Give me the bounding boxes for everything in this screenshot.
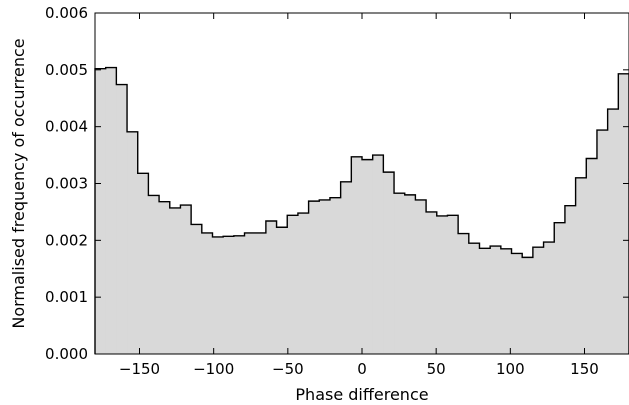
histogram-bar [329, 197, 342, 354]
histogram-bar [532, 247, 545, 354]
histogram-bar [95, 68, 107, 355]
x-axis-label: Phase difference [295, 385, 428, 404]
histogram-bar [394, 193, 406, 354]
histogram-bar [372, 155, 384, 354]
histogram-bar [201, 232, 214, 354]
histogram-bar [351, 156, 363, 354]
histogram-bar [340, 181, 352, 354]
x-tick-label: 50 [427, 360, 446, 378]
histogram-bar [618, 73, 629, 354]
histogram-bar [287, 215, 299, 354]
y-tick-label: 0.006 [45, 4, 88, 22]
histogram-bar [500, 248, 513, 354]
y-tick-label: 0.002 [45, 231, 88, 249]
y-tick-label: 0.004 [45, 118, 88, 136]
histogram-bar [436, 215, 449, 354]
histogram-bar [490, 246, 502, 354]
histogram-bar [543, 242, 555, 354]
histogram-bar [415, 199, 427, 354]
histogram-bar [554, 222, 566, 354]
y-tick-label: 0.001 [45, 288, 88, 306]
histogram-bar [297, 213, 310, 354]
histogram-bar [447, 215, 459, 354]
histogram-bar [105, 67, 117, 354]
plot-area [94, 66, 629, 355]
histogram-bar [265, 221, 278, 354]
histogram-bar [319, 199, 331, 354]
histogram-step-line [94, 66, 629, 354]
histogram-bar [180, 205, 192, 354]
histogram-bar [607, 109, 619, 354]
histogram-bar [308, 201, 320, 354]
x-tick-label: 0 [357, 360, 367, 378]
histogram-bar [223, 236, 235, 354]
histogram-bar [127, 131, 139, 354]
histogram-bar [212, 236, 224, 354]
histogram-bar [116, 84, 128, 355]
histogram-bar [169, 207, 182, 354]
histogram-bar [137, 173, 149, 354]
histogram-bar [511, 253, 523, 354]
histogram-bar [586, 158, 598, 354]
x-tick-label: −100 [193, 360, 234, 378]
histogram-bar [255, 232, 267, 354]
x-tick-label: 150 [570, 360, 599, 378]
x-tick-label: 100 [496, 360, 525, 378]
histogram-bar [159, 201, 171, 354]
histogram-bar [233, 235, 246, 354]
histogram-bar [522, 257, 534, 354]
histogram-bar [575, 177, 587, 354]
histogram-bar [458, 233, 470, 354]
histogram-bar [244, 232, 256, 354]
x-tick-label: −150 [119, 360, 160, 378]
histogram-bar [276, 227, 288, 354]
x-tick-label: −50 [272, 360, 304, 378]
histogram-bar [404, 194, 416, 354]
histogram-bar [191, 224, 203, 354]
y-tick-label: 0.005 [45, 61, 88, 79]
histogram-bar [426, 211, 438, 354]
y-tick-label: 0.000 [45, 345, 88, 363]
histogram-bar [596, 130, 609, 354]
histogram-bar [383, 172, 395, 354]
y-tick-label: 0.003 [45, 175, 88, 193]
histogram-bar [148, 195, 160, 354]
histogram-bar [362, 159, 374, 354]
histogram-bar [479, 248, 491, 354]
axes: −150 −100 −50 0 50 100 150 0.000 0.001 0.002 0.003… [45, 4, 629, 378]
histogram-bar [468, 243, 481, 354]
y-axis-label: Normalised frequency of occurrence [9, 38, 28, 328]
histogram-bar [564, 205, 577, 354]
